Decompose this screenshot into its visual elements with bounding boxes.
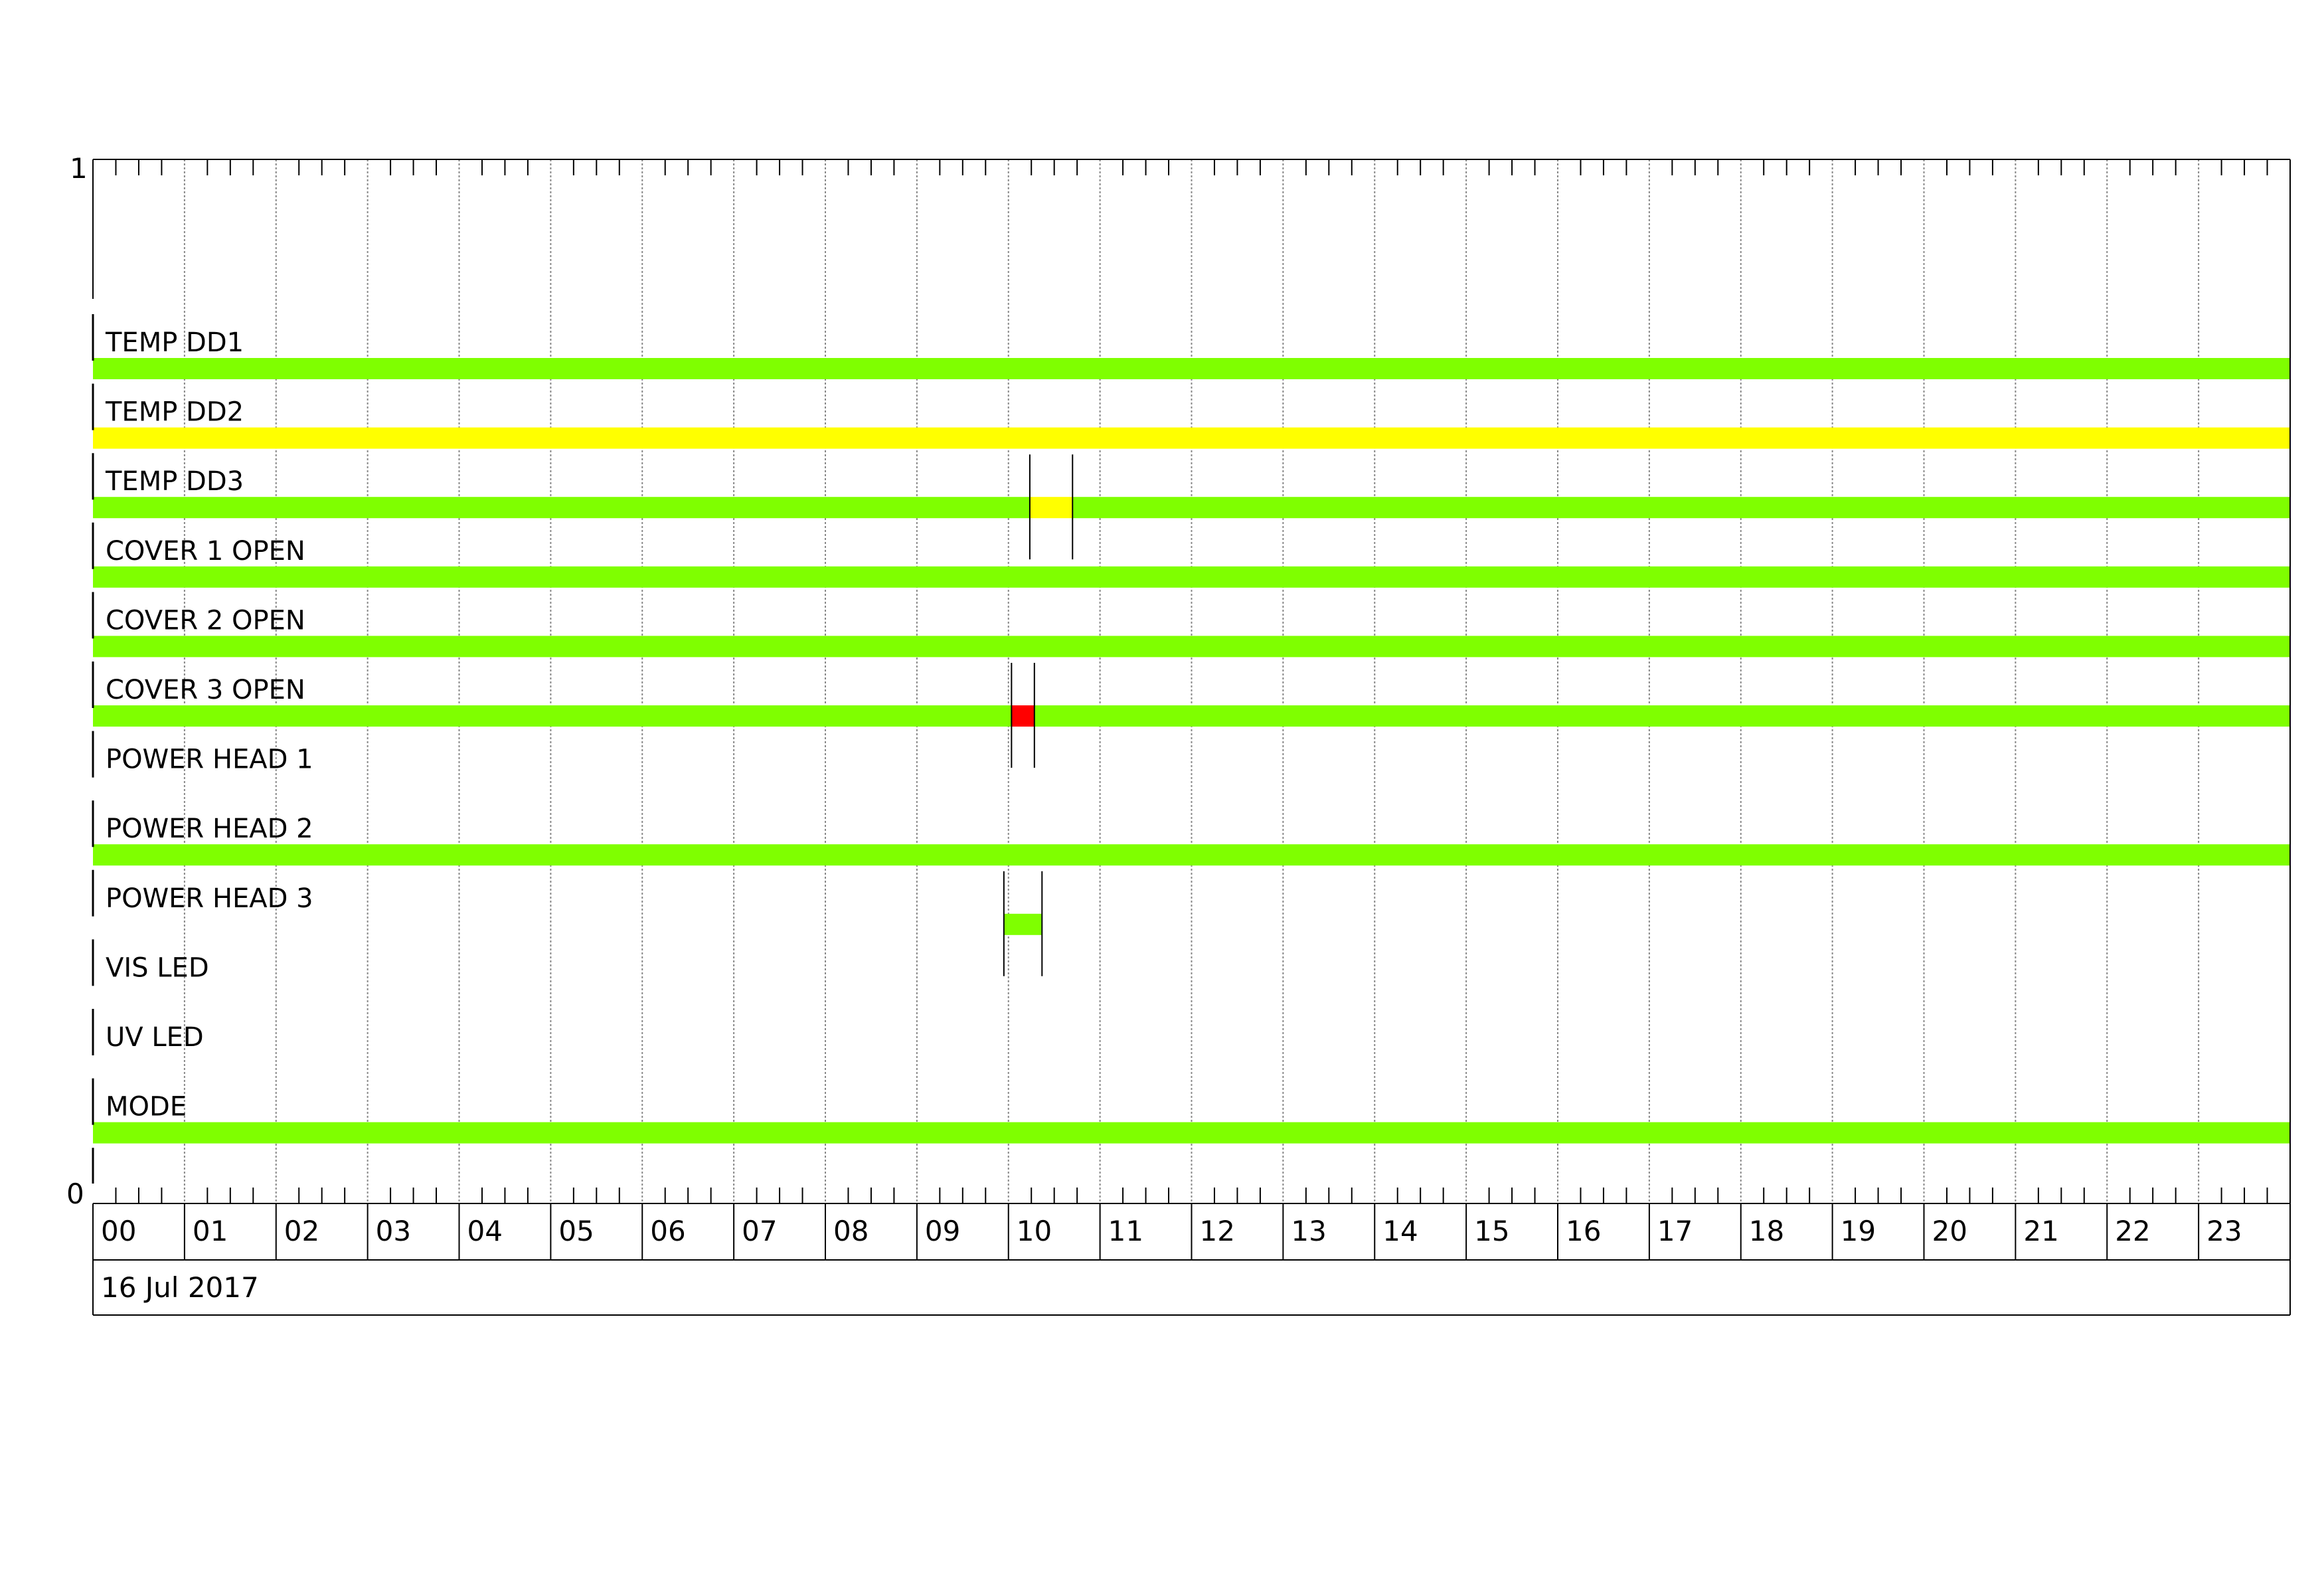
status-bar-ok: [93, 497, 1030, 519]
x-tick-label: 02: [284, 1215, 319, 1247]
row-label: TEMP DD2: [105, 397, 244, 428]
x-axis: 00 01 02 03 04 05 06 07 08 09 10 11 12 13 14 15 16 17 18 19…: [92, 1203, 2290, 1316]
x-tick-label: 13: [1291, 1215, 1326, 1247]
status-bar-ok: [93, 705, 1012, 727]
plot-frame: [92, 159, 2291, 1315]
row-label: MODE: [106, 1092, 187, 1122]
row-labels: TEMP DD1 TEMP DD2 TEMP DD3 COVER 1 OPEN COVE…: [105, 327, 313, 1122]
status-bar-warning: [93, 427, 2290, 449]
x-tick-label: 00: [101, 1215, 136, 1247]
row-label: POWER HEAD 1: [106, 745, 313, 775]
status-bar-ok: [1003, 913, 1042, 935]
x-tick-label: 23: [2206, 1215, 2242, 1247]
x-tick-label: 21: [2023, 1215, 2058, 1247]
status-bar-ok: [93, 636, 2290, 658]
x-tick-label: 19: [1841, 1215, 1876, 1247]
status-bar-warning: [1029, 497, 1073, 519]
x-tick-label: 17: [1657, 1215, 1693, 1247]
row-label: POWER HEAD 2: [106, 814, 313, 844]
status-bar-ok: [1072, 497, 2290, 519]
row-label: UV LED: [106, 1022, 204, 1053]
row-label: COVER 1 OPEN: [106, 536, 305, 567]
x-tick-label: 04: [467, 1215, 503, 1247]
status-bar-ok: [93, 1122, 2290, 1144]
date-label: 16 Jul 2017: [101, 1271, 259, 1304]
status-bar-ok: [1034, 705, 2290, 727]
x-tick-label: 06: [650, 1215, 685, 1247]
row-label: VIS LED: [106, 952, 209, 983]
y-tick-label-top: 1: [70, 152, 88, 185]
grid-lines: [115, 159, 2268, 1203]
row-label: COVER 3 OPEN: [106, 675, 305, 705]
x-tick-label: 15: [1474, 1215, 1509, 1247]
x-tick-label: 20: [1932, 1215, 1967, 1247]
status-bar-ok: [93, 566, 2290, 588]
x-tick-label: 16: [1566, 1215, 1601, 1247]
x-tick-label: 07: [742, 1215, 777, 1247]
x-tick-label: 12: [1200, 1215, 1235, 1247]
x-tick-label: 05: [558, 1215, 594, 1247]
status-bars: [93, 358, 2290, 1144]
x-tick-label: 14: [1382, 1215, 1418, 1247]
row-label: POWER HEAD 3: [106, 883, 313, 914]
status-bar-alarm: [1011, 705, 1035, 727]
row-label: TEMP DD1: [105, 327, 244, 358]
x-tick-label: 03: [376, 1215, 411, 1247]
status-bar-ok: [93, 844, 2290, 866]
x-tick-label: 10: [1017, 1215, 1052, 1247]
x-tick-label: 22: [2115, 1215, 2150, 1247]
status-bar-ok: [93, 358, 2290, 379]
x-tick-label: 01: [193, 1215, 228, 1247]
y-tick-label-bottom: 0: [66, 1178, 84, 1210]
row-label: COVER 2 OPEN: [106, 605, 305, 636]
x-tick-label: 18: [1749, 1215, 1784, 1247]
x-tick-label: 11: [1108, 1215, 1143, 1247]
x-tick-label: 08: [833, 1215, 869, 1247]
row-label: TEMP DD3: [105, 466, 244, 497]
x-tick-label: 09: [925, 1215, 960, 1247]
